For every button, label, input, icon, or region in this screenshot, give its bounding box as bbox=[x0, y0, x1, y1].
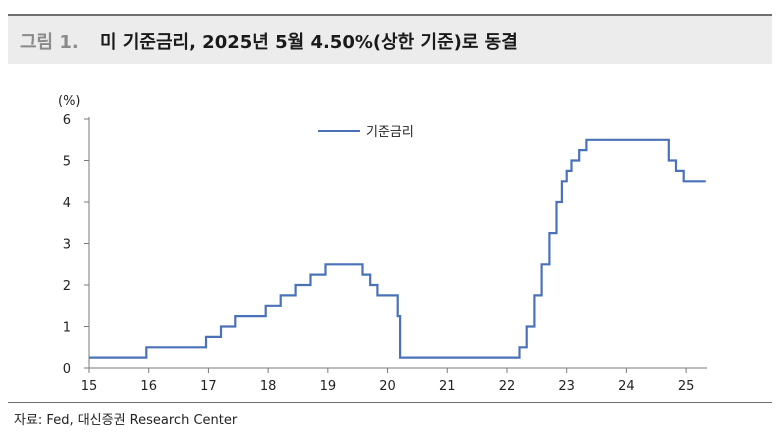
figure-title: 미 기준금리, 2025년 5월 4.50%(상한 기준)로 동결 bbox=[100, 32, 518, 53]
y-tick-label: 4 bbox=[63, 196, 71, 211]
x-tick-label: 23 bbox=[558, 379, 575, 394]
x-tick-label: 21 bbox=[439, 379, 456, 394]
x-tick-label: 25 bbox=[678, 379, 695, 394]
y-tick-label: 5 bbox=[63, 155, 71, 170]
legend: 기준금리 bbox=[318, 125, 414, 140]
x-tick-label: 20 bbox=[379, 379, 396, 394]
x-tick-label: 19 bbox=[320, 379, 337, 394]
y-tick-label: 2 bbox=[63, 279, 71, 294]
y-tick-label: 1 bbox=[63, 321, 71, 336]
x-tick-label: 18 bbox=[260, 379, 277, 394]
x-tick-label: 16 bbox=[140, 379, 157, 394]
source-rule bbox=[8, 402, 772, 403]
legend-label: 기준금리 bbox=[366, 125, 414, 140]
y-unit-label: (%) bbox=[58, 94, 81, 109]
series-line-policy-rate bbox=[89, 138, 706, 359]
series-layer bbox=[89, 138, 706, 359]
figure-label: 그림 1. bbox=[20, 32, 79, 53]
y-tick-label: 3 bbox=[63, 238, 71, 253]
y-tick-label: 0 bbox=[63, 362, 71, 377]
x-tick-label: 15 bbox=[81, 379, 98, 394]
source-note: 자료: Fed, 대신증권 Research Center bbox=[14, 413, 238, 428]
title-bar: 그림 1. 미 기준금리, 2025년 5월 4.50%(상한 기준)로 동결 bbox=[8, 16, 772, 64]
x-tick-label: 17 bbox=[200, 379, 217, 394]
y-tick-label: 6 bbox=[63, 113, 71, 128]
x-tick-label: 22 bbox=[499, 379, 516, 394]
x-tick-label: 24 bbox=[618, 379, 635, 394]
title-top-rule bbox=[8, 14, 772, 16]
